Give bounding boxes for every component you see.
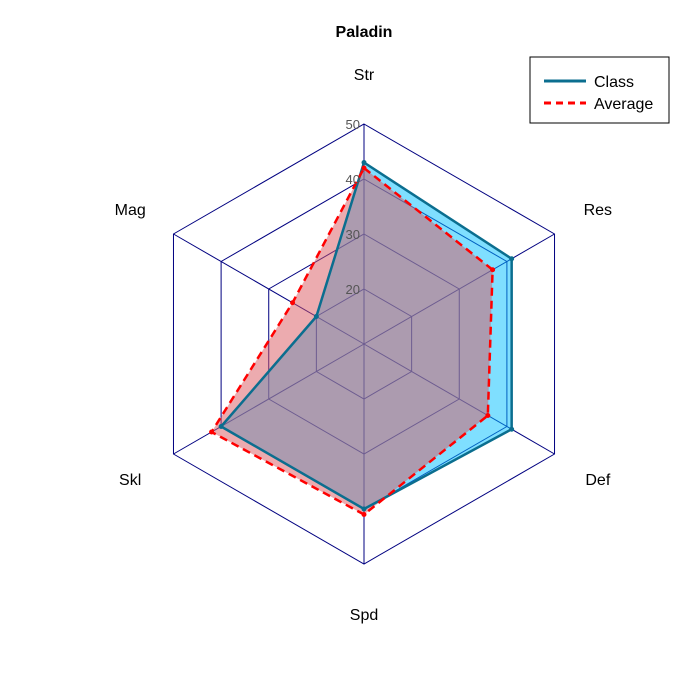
legend-label: Average [594, 96, 653, 113]
radial-tick-labels: 20 30 40 50 [346, 117, 360, 297]
series-fills [211, 162, 512, 515]
data-point [361, 506, 367, 512]
legend-label: Class [594, 74, 634, 91]
data-point [218, 424, 224, 429]
series-fill [211, 168, 493, 515]
tick-label: 50 [346, 117, 360, 132]
chart-title: Paladin [336, 24, 393, 41]
legend-box [529, 56, 670, 124]
tick-label: 30 [346, 227, 360, 242]
axis-label: Skl [119, 472, 141, 489]
data-point [490, 267, 496, 273]
data-point [509, 256, 515, 262]
data-point [313, 314, 319, 319]
axis-label: Res [584, 202, 612, 219]
data-point [485, 413, 491, 418]
data-point [209, 429, 215, 435]
data-point [361, 160, 367, 165]
axis-label: Str [354, 67, 375, 84]
data-point [361, 165, 367, 171]
data-point [361, 512, 367, 517]
series-points [209, 160, 515, 517]
axis-label: Def [585, 472, 610, 489]
tick-label: 20 [346, 282, 360, 297]
data-point [509, 426, 515, 432]
axis-labels: Str Res Def Spd Skl Mag [115, 67, 612, 624]
axis-label: Mag [115, 202, 146, 219]
axis-label: Spd [350, 607, 378, 624]
legend: Class Average [529, 56, 670, 124]
data-point [290, 300, 296, 306]
tick-label: 40 [346, 172, 360, 187]
